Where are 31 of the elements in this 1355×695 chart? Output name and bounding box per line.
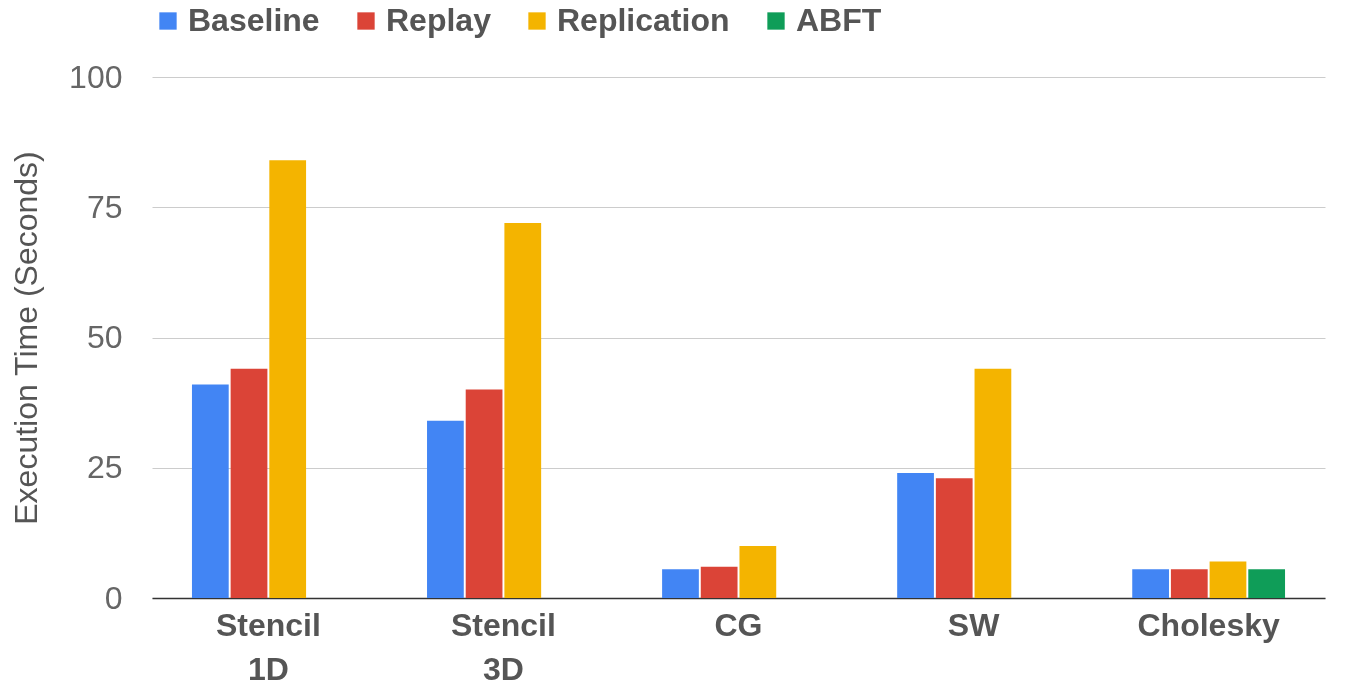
bar [700,566,738,598]
bar [427,420,464,598]
y-tick-label: 25 [86,449,123,486]
bar [935,478,973,598]
legend-label: Baseline [188,2,320,38]
bar [1170,569,1208,598]
x-tick-label: Cholesky [1137,606,1280,643]
bar [1248,569,1286,598]
bar [662,569,699,598]
x-tick-label: CG [714,606,763,643]
legend-label: Replay [386,2,492,38]
bar [739,545,777,598]
bar [897,472,934,598]
bar [1132,569,1169,598]
bar [465,389,503,598]
y-tick-label: 0 [104,579,123,616]
x-tick-label: Stencil 1D [215,606,321,687]
x-tick-label: SW [947,606,1001,643]
y-tick-label: 50 [86,319,123,355]
bar [504,222,542,598]
bar [230,368,268,598]
y-tick-label: 75 [86,188,123,225]
x-tick-label: Stencil 3D [450,606,556,687]
bar [974,368,1012,598]
bar [191,384,229,598]
legend-label: Replication [557,2,730,38]
y-tick-label: 100 [69,58,123,95]
legend-label: ABFT [796,2,882,38]
bar [269,160,307,598]
y-axis-title: Execution Time (Seconds) [8,151,45,525]
bar [1209,561,1247,598]
